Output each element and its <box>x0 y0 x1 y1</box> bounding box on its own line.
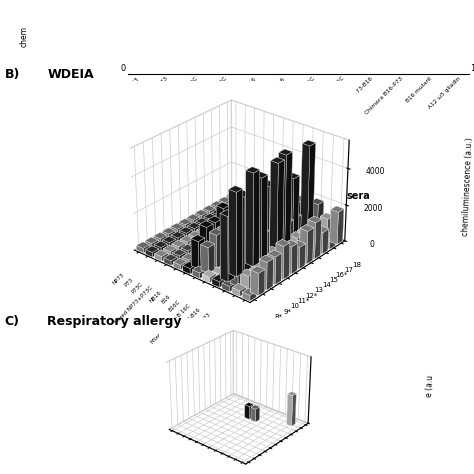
Text: NP73: NP73 <box>125 76 140 91</box>
Text: P73: P73 <box>158 76 169 87</box>
Text: sera: sera <box>346 191 370 201</box>
Text: Mixed NP73+P73C: Mixed NP73+P73C <box>185 76 228 118</box>
Text: P73C: P73C <box>184 76 199 90</box>
Text: B16C: B16C <box>301 76 316 90</box>
Text: 1: 1 <box>470 64 474 73</box>
Text: B16: B16 <box>275 76 286 87</box>
Text: C): C) <box>5 315 20 328</box>
Text: 0: 0 <box>120 64 126 73</box>
Text: WDEIA: WDEIA <box>47 68 94 81</box>
Text: B16 mutant: B16 mutant <box>405 76 433 104</box>
Text: chem: chem <box>19 26 28 47</box>
Text: Mixed NB16+B 16C: Mixed NB16+B 16C <box>301 76 345 120</box>
Text: Chimera P73-B16: Chimera P73-B16 <box>335 76 374 115</box>
Text: B): B) <box>5 68 20 81</box>
Text: NB16: NB16 <box>242 76 257 91</box>
Text: Chimera B16-P73: Chimera B16-P73 <box>364 76 403 116</box>
Text: Respiratory allergy: Respiratory allergy <box>47 315 182 328</box>
Text: A12 ω5 gliadin: A12 ω5 gliadin <box>428 76 462 110</box>
